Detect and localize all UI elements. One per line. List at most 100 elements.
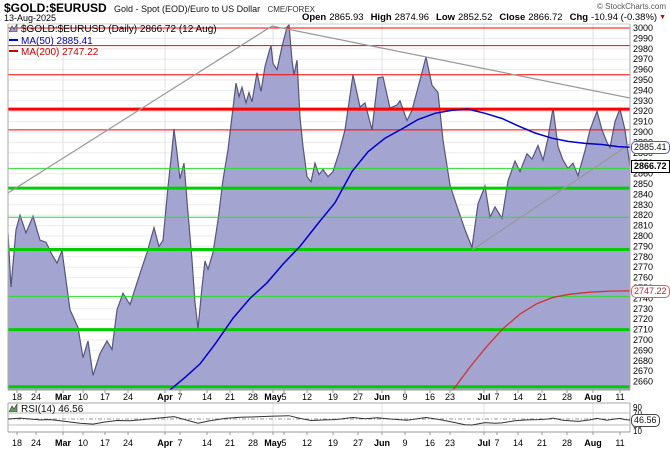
legend-ma200-label: MA(200) 2747.22 (21, 47, 99, 58)
x-axis-label: 21 (225, 392, 235, 402)
y-axis-label: 2670 (633, 366, 653, 376)
x-axis-label: Aug (584, 392, 602, 402)
y-axis-label: 2660 (633, 377, 653, 387)
y-axis-label: 2960 (633, 65, 653, 75)
y-axis-label: 2810 (633, 221, 653, 231)
copyright-label: © StockCharts.com (596, 2, 666, 11)
low-value: 2852.52 (458, 12, 493, 23)
x-axis-label: 14 (202, 392, 212, 402)
ma50-line (169, 108, 630, 390)
legend-rsi: RSI(14) 46.56 (8, 402, 83, 415)
x-axis-label: Apr (157, 392, 173, 402)
x-axis-label: Mar (55, 392, 72, 402)
x-axis-label-rsi: 9 (402, 438, 407, 448)
chart-title: $GOLD:$EURUSD Gold - Spot (EOD)/Euro to … (4, 1, 315, 15)
y-axis-label: 2680 (633, 356, 653, 366)
x-axis-label: 28 (562, 392, 572, 402)
y-axis-label: 2850 (633, 179, 653, 189)
legend-ma200: MA(200) 2747.22 (9, 47, 98, 58)
x-axis-label: Jun (374, 392, 390, 402)
x-axis-label-rsi: 27 (353, 438, 363, 448)
x-axis-label: 11 (615, 392, 624, 402)
x-axis-label-rsi: Apr (157, 438, 173, 448)
x-axis-label-rsi: 7 (177, 438, 182, 448)
x-axis-label: 5 (281, 392, 286, 402)
trendline (8, 25, 273, 194)
x-axis-label: 23 (445, 392, 455, 402)
y-axis-label: 2690 (633, 345, 653, 355)
rsi-line (7, 415, 631, 426)
area-chart-icon (8, 22, 18, 33)
chg-value: -10.94 (-0.38%) (591, 12, 658, 23)
x-axis-label-rsi: 14 (513, 438, 523, 448)
chart-symbol: $GOLD:$EURUSD (4, 1, 107, 15)
y-axis-label: 2740 (633, 293, 653, 303)
legend-main: $GOLD:$EURUSD (Daily) 2866.72 (12 Aug) (8, 22, 217, 35)
x-axis-label-rsi: 28 (562, 438, 572, 448)
x-axis-label-rsi: 10 (78, 438, 88, 448)
open-label: Open (301, 12, 327, 23)
rsi-axis-box: 46.56 (631, 414, 660, 427)
x-axis-label-rsi: Jun (374, 438, 390, 448)
y-axis-label: 3000 (633, 23, 653, 33)
rsi-axis-label: 90 (633, 403, 642, 412)
rsi-chart-icon (8, 402, 18, 413)
x-axis-label: 21 (537, 392, 547, 402)
y-axis-label: 2970 (633, 54, 653, 64)
x-axis-label-rsi: 5 (281, 438, 286, 448)
high-value: 2874.96 (394, 12, 430, 23)
x-axis-label-rsi: 21 (225, 438, 235, 448)
close-label: Close (499, 12, 526, 23)
price-area-fill (8, 24, 630, 390)
y-axis-label: 2950 (633, 75, 653, 85)
y-axis-label: 2730 (633, 304, 653, 314)
x-axis-label: 24 (123, 392, 133, 402)
x-axis-label: 27 (353, 392, 363, 402)
x-axis-label-rsi: 23 (445, 438, 455, 448)
x-axis-label-rsi: May (264, 438, 282, 448)
y-axis-label: 2860 (633, 169, 653, 179)
x-axis-label: May (264, 392, 282, 402)
y-axis-label: 2990 (633, 33, 653, 43)
x-axis-label-rsi: 28 (248, 438, 258, 448)
x-axis-label-rsi: 24 (123, 438, 133, 448)
x-axis-label: 10 (78, 392, 88, 402)
y-axis-label: 2940 (633, 85, 653, 95)
x-axis-label-rsi: Mar (55, 438, 72, 448)
rsi-axis-label: 70 (633, 409, 642, 418)
y-axis-label: 2930 (633, 96, 653, 106)
x-axis-label-rsi: 12 (302, 438, 312, 448)
chg-label: Chg (569, 12, 589, 23)
x-axis-label: 7 (494, 392, 499, 402)
rsi-axis-label: 10 (633, 427, 642, 436)
x-axis-label: Jul (477, 392, 490, 402)
last-price-axis-box: 2866.72 (631, 160, 670, 173)
x-axis-label-rsi: Aug (584, 438, 602, 448)
x-axis-label-rsi: 14 (202, 438, 212, 448)
x-axis-label: 12 (302, 392, 312, 402)
x-axis-label: 14 (513, 392, 523, 402)
legend-ma50-label: MA(50) 2885.41 (21, 36, 93, 47)
y-axis-label: 2900 (633, 127, 653, 137)
x-axis-label-rsi: 21 (537, 438, 547, 448)
low-label: Low (436, 12, 456, 23)
y-axis-label: 2920 (633, 106, 653, 116)
x-axis-label: 7 (177, 392, 182, 402)
trendline (471, 143, 630, 251)
y-axis-label: 2840 (633, 189, 653, 199)
x-axis-label-rsi: 24 (31, 438, 41, 448)
ma200-axis-box: 2747.22 (631, 285, 670, 298)
x-axis-label-rsi: Jul (477, 438, 490, 448)
x-axis-label: 24 (31, 392, 41, 402)
y-axis-label: 2830 (633, 200, 653, 210)
trendline (271, 25, 630, 99)
y-axis-label: 2710 (633, 325, 653, 335)
legend-main-label: $GOLD:$EURUSD (Daily) 2866.72 (12 Aug) (21, 24, 217, 35)
x-axis-label: 28 (248, 392, 258, 402)
x-axis-label: 18 (12, 392, 22, 402)
x-axis-label-rsi: 16 (425, 438, 435, 448)
x-axis-label-rsi: 19 (328, 438, 338, 448)
open-value: 2865.93 (329, 12, 364, 23)
